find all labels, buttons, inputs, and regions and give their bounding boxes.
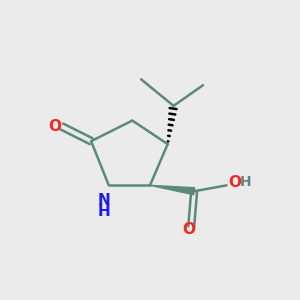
Text: N: N [98,193,111,208]
Text: H: H [240,176,251,189]
Text: H: H [98,204,111,219]
Text: O: O [182,222,195,237]
Text: O: O [48,119,61,134]
Text: O: O [228,175,241,190]
Polygon shape [150,185,195,195]
